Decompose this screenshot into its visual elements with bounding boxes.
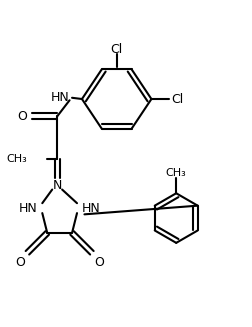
Text: O: O xyxy=(17,110,27,123)
Text: HN: HN xyxy=(51,91,70,104)
Text: Cl: Cl xyxy=(111,43,123,56)
Text: O: O xyxy=(15,256,25,269)
Text: HN: HN xyxy=(19,202,37,215)
Text: CH₃: CH₃ xyxy=(7,154,27,164)
Text: N: N xyxy=(52,179,62,192)
Text: CH₃: CH₃ xyxy=(166,168,186,179)
Text: Cl: Cl xyxy=(171,93,183,106)
Text: HN: HN xyxy=(82,202,101,215)
Text: O: O xyxy=(94,256,104,269)
